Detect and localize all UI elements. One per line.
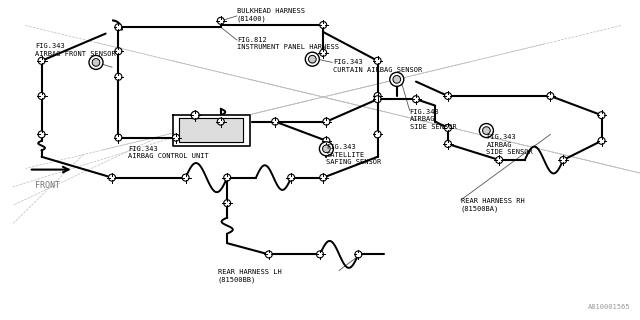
Text: FIG.812
INSTRUMENT PANEL HARNESS: FIG.812 INSTRUMENT PANEL HARNESS bbox=[237, 37, 339, 50]
Circle shape bbox=[393, 76, 401, 83]
Circle shape bbox=[173, 134, 179, 141]
Text: FIG.343
SATELLITE
SAFING SENSOR: FIG.343 SATELLITE SAFING SENSOR bbox=[326, 144, 381, 165]
Circle shape bbox=[115, 24, 122, 31]
Circle shape bbox=[38, 57, 45, 64]
Circle shape bbox=[496, 156, 502, 164]
Circle shape bbox=[374, 96, 381, 103]
Circle shape bbox=[317, 251, 323, 258]
Circle shape bbox=[560, 156, 566, 164]
Text: FIG.343
CURTAIN AIRBAG SENSOR: FIG.343 CURTAIN AIRBAG SENSOR bbox=[333, 59, 422, 73]
Circle shape bbox=[445, 92, 451, 100]
Circle shape bbox=[598, 137, 605, 144]
Text: FIG.343
AIRBAG CONTROL UNIT: FIG.343 AIRBAG CONTROL UNIT bbox=[128, 146, 209, 159]
Circle shape bbox=[224, 174, 230, 181]
Circle shape bbox=[266, 251, 272, 258]
Text: FIG.343
AIRBAG FRONT SENSOR: FIG.343 AIRBAG FRONT SENSOR bbox=[35, 43, 116, 57]
Circle shape bbox=[288, 174, 294, 181]
Circle shape bbox=[320, 49, 326, 56]
Circle shape bbox=[191, 111, 199, 119]
Circle shape bbox=[355, 251, 362, 258]
Circle shape bbox=[323, 145, 330, 153]
Circle shape bbox=[320, 21, 326, 28]
Circle shape bbox=[115, 48, 122, 55]
Circle shape bbox=[390, 72, 404, 86]
Circle shape bbox=[92, 59, 100, 66]
Circle shape bbox=[115, 73, 122, 80]
Polygon shape bbox=[179, 118, 243, 142]
Circle shape bbox=[374, 131, 381, 138]
Circle shape bbox=[218, 118, 224, 125]
Circle shape bbox=[38, 131, 45, 138]
Circle shape bbox=[547, 92, 554, 100]
Text: FIG.343
AIRBAG
SIDE SENSOR: FIG.343 AIRBAG SIDE SENSOR bbox=[486, 134, 533, 156]
Circle shape bbox=[182, 174, 189, 181]
Circle shape bbox=[305, 52, 319, 66]
Circle shape bbox=[308, 55, 316, 63]
Circle shape bbox=[479, 124, 493, 138]
Circle shape bbox=[272, 118, 278, 125]
Polygon shape bbox=[173, 115, 250, 146]
Circle shape bbox=[374, 92, 381, 100]
Circle shape bbox=[413, 96, 419, 103]
Text: REAR HARNESS LH
(81500BB): REAR HARNESS LH (81500BB) bbox=[218, 269, 282, 283]
Text: BULKHEAD HARNESS
(81400): BULKHEAD HARNESS (81400) bbox=[237, 8, 305, 22]
Text: A810001565: A810001565 bbox=[588, 304, 630, 310]
Circle shape bbox=[89, 55, 103, 69]
Circle shape bbox=[483, 127, 490, 134]
Circle shape bbox=[445, 140, 451, 148]
Circle shape bbox=[224, 200, 230, 207]
Circle shape bbox=[218, 17, 224, 24]
Text: FIG.343
AIRBAG
SIDE SENSOR: FIG.343 AIRBAG SIDE SENSOR bbox=[410, 109, 456, 130]
Circle shape bbox=[115, 134, 122, 141]
Circle shape bbox=[319, 142, 333, 156]
Text: REAR HARNESS RH
(81500BA): REAR HARNESS RH (81500BA) bbox=[461, 198, 525, 212]
Circle shape bbox=[323, 118, 330, 125]
Circle shape bbox=[320, 174, 326, 181]
Circle shape bbox=[445, 124, 451, 132]
Circle shape bbox=[374, 57, 381, 64]
Circle shape bbox=[598, 112, 605, 119]
Circle shape bbox=[323, 137, 330, 144]
Circle shape bbox=[38, 92, 45, 100]
Text: FRONT: FRONT bbox=[35, 181, 60, 190]
Circle shape bbox=[109, 174, 115, 181]
